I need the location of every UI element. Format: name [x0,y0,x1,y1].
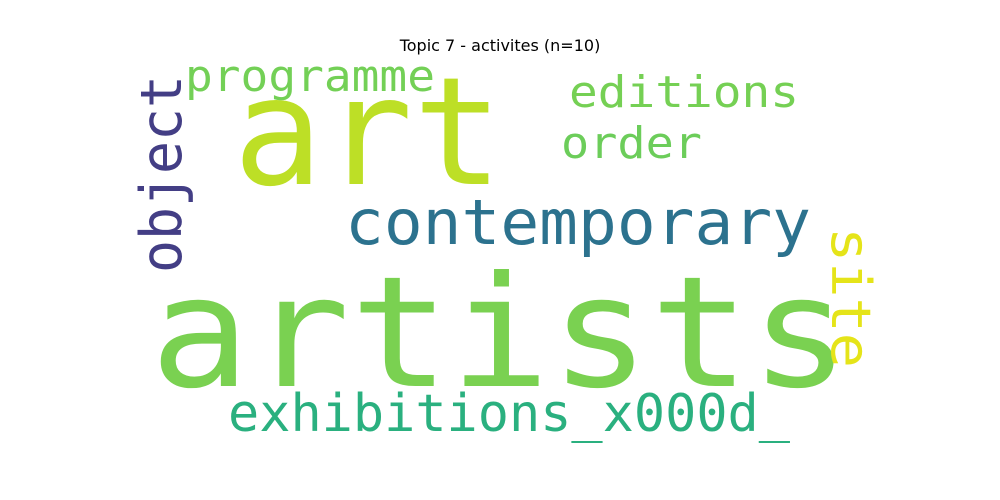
word-site: site [819,227,882,368]
word-contemporary: contemporary [345,186,811,259]
word-editions: editions [569,67,799,118]
word-programme: programme [185,51,435,102]
word-exhibitions-x000d-: exhibitions_x000d_ [228,384,791,444]
word-art: art [233,46,503,220]
word-object: object [129,75,195,273]
word-artists: artists [150,244,850,423]
chart-title: Topic 7 - activites (n=10) [399,36,601,55]
word-order: order [561,118,702,169]
